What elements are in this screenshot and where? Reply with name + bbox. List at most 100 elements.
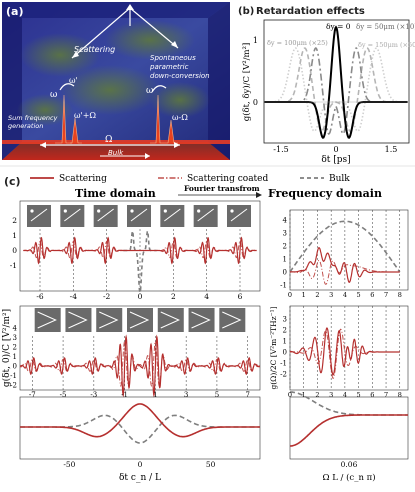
- series-scattering: [20, 334, 260, 398]
- mirror-diagram-icon: [93, 205, 118, 227]
- label-generation: generation: [8, 122, 43, 130]
- time-mid-ytick: -2: [10, 382, 17, 390]
- time-top-xtick: 4: [204, 292, 209, 301]
- freq-mid-ytick: -1: [280, 360, 287, 368]
- curve-dy150: [264, 47, 408, 132]
- freq-mid-ytick: 3: [283, 316, 287, 324]
- time-mid-ytick: -1: [10, 372, 17, 380]
- panel-b-xtick-zero: 0: [333, 145, 338, 154]
- label-sum-frequency: Sum frequency: [8, 114, 58, 122]
- time-mid-xtick: 5: [215, 391, 219, 399]
- time-ylabel: g(δt, 0)/C [V²/m²]: [1, 309, 12, 387]
- time-mid-ytick: 3: [13, 334, 17, 342]
- freq-mid-ytick: -2: [280, 371, 287, 379]
- curve-dy50: [264, 47, 408, 135]
- curve-dy100: [264, 47, 408, 133]
- time-top-xtick: -2: [103, 292, 111, 301]
- panel-a-ceiling: [2, 2, 230, 18]
- label-bulk: Bulk: [108, 149, 124, 157]
- panel-b-xtick-pos: 1.5: [385, 145, 398, 154]
- panel-b: (b) Retardation effects 1 0 -1.5 0 1.5 δ…: [238, 6, 415, 165]
- freq-mid-xtick: 4: [343, 391, 347, 399]
- label-omega-minus: ω-Ω: [172, 113, 188, 122]
- freq-mid-ytick: 0: [283, 349, 287, 357]
- time-mid-xtick: -5: [60, 391, 67, 399]
- series-bulk: [289, 220, 401, 273]
- legend-scattering: Scattering: [59, 174, 107, 184]
- freq-mid-xtick: 7: [384, 391, 388, 399]
- freq-bot-frame: [289, 396, 409, 460]
- legend-bulk: Bulk: [329, 174, 350, 184]
- freq-top-xtick: 5: [357, 291, 361, 299]
- mirror-diagram-icon: [27, 205, 51, 227]
- label-omega-plus: ω'+Ω: [74, 111, 96, 120]
- freq-top-xtick: 0: [288, 291, 292, 299]
- panel-b-xlabel: δt [ps]: [321, 155, 350, 165]
- panel-b-ann-dy100: δy = 100μm (×25): [267, 39, 328, 47]
- label-Omega: Ω: [105, 135, 112, 145]
- time-mid-xtick: 1: [153, 391, 157, 399]
- freq-top-ytick: 3: [283, 230, 287, 238]
- time-bot-frame: [19, 396, 261, 460]
- panel-a-left-wall: [2, 2, 22, 160]
- series-scattering: [20, 403, 260, 438]
- freq-bot-xtick: 0.06: [341, 460, 358, 469]
- series-scattering-coated: [23, 240, 257, 259]
- freq-top-ytick: 1: [283, 256, 287, 264]
- freq-xlabel: Ω L / (c_n π): [322, 472, 375, 483]
- time-mid-xtick: -7: [29, 391, 36, 399]
- peak-right-1: [150, 94, 166, 144]
- series-scattering: [290, 414, 408, 447]
- time-mid-xtick: -3: [90, 391, 97, 399]
- series-scattering-coated: [19, 340, 261, 387]
- mirror-diagram-icon: [193, 205, 218, 227]
- time-bot-xtick: -50: [63, 460, 75, 469]
- panel-b-ytick-1: 1: [253, 36, 258, 45]
- time-xlabel: δt c_n / L: [119, 473, 161, 483]
- mirror-diagram-icon: [160, 205, 185, 227]
- series-scattering: [290, 247, 400, 283]
- time-bot-xtick: 0: [138, 460, 143, 469]
- series-bulk: [20, 414, 260, 444]
- time-mid-xtick: 3: [184, 391, 188, 399]
- frequency-domain-title: Frequency domain: [268, 187, 382, 200]
- panel-b-xtick-neg: -1.5: [273, 145, 288, 154]
- panel-a-floor: [2, 142, 230, 160]
- freq-mid-ytick: 1: [283, 338, 287, 346]
- label-omega-right: ω: [146, 86, 153, 96]
- series-scattering: [23, 236, 257, 265]
- label-omega-prime-left: ω': [69, 76, 78, 85]
- time-domain-title: Time domain: [75, 187, 156, 200]
- mirror-diagram-icon: [227, 205, 251, 227]
- freq-mid-xtick: 6: [370, 391, 374, 399]
- time-mid-frame: [19, 305, 261, 391]
- mirror-diagram-icon: [60, 205, 85, 227]
- mirror-diagram-icon: [127, 205, 151, 227]
- label-spontaneous: Spontaneous: [150, 54, 196, 62]
- panel-c-tag: (c): [4, 175, 21, 188]
- label-parametric: parametric: [149, 63, 189, 71]
- time-top-ytick: 1: [12, 231, 17, 240]
- panel-b-frame: [263, 19, 410, 144]
- time-top-ytick: -1: [10, 261, 17, 270]
- series-scattering: [289, 327, 400, 376]
- panel-b-ann-dy0: δy = 0: [326, 22, 351, 31]
- freq-mid-xtick: 5: [357, 391, 361, 399]
- freq-mid-xtick: 0: [288, 391, 292, 399]
- panel-b-ann-dy50: δy = 50μm (×10): [356, 23, 415, 31]
- freq-top-ytick: 4: [283, 217, 288, 225]
- panel-b-ann-dy150: δy = 150μm (×50): [358, 41, 415, 49]
- fourier-label: Fourier transfrom: [184, 184, 260, 193]
- freq-mid-ytick: 2: [283, 327, 287, 335]
- legend-coated: Scattering coated: [187, 174, 268, 184]
- label-scattering: Scattering: [74, 45, 115, 54]
- freq-mid-xtick: 3: [329, 391, 333, 399]
- freq-mid-frame: [289, 305, 409, 391]
- freq-top-ytick: 2: [283, 243, 287, 251]
- time-top-ytick: 2: [12, 216, 17, 225]
- peak-left-1: [55, 94, 72, 144]
- panel-b-ylabel: g(δt, δy)/C [V²/m²]: [241, 43, 252, 122]
- panel-b-title: Retardation effects: [256, 6, 365, 17]
- freq-mid-xtick: 8: [398, 391, 402, 399]
